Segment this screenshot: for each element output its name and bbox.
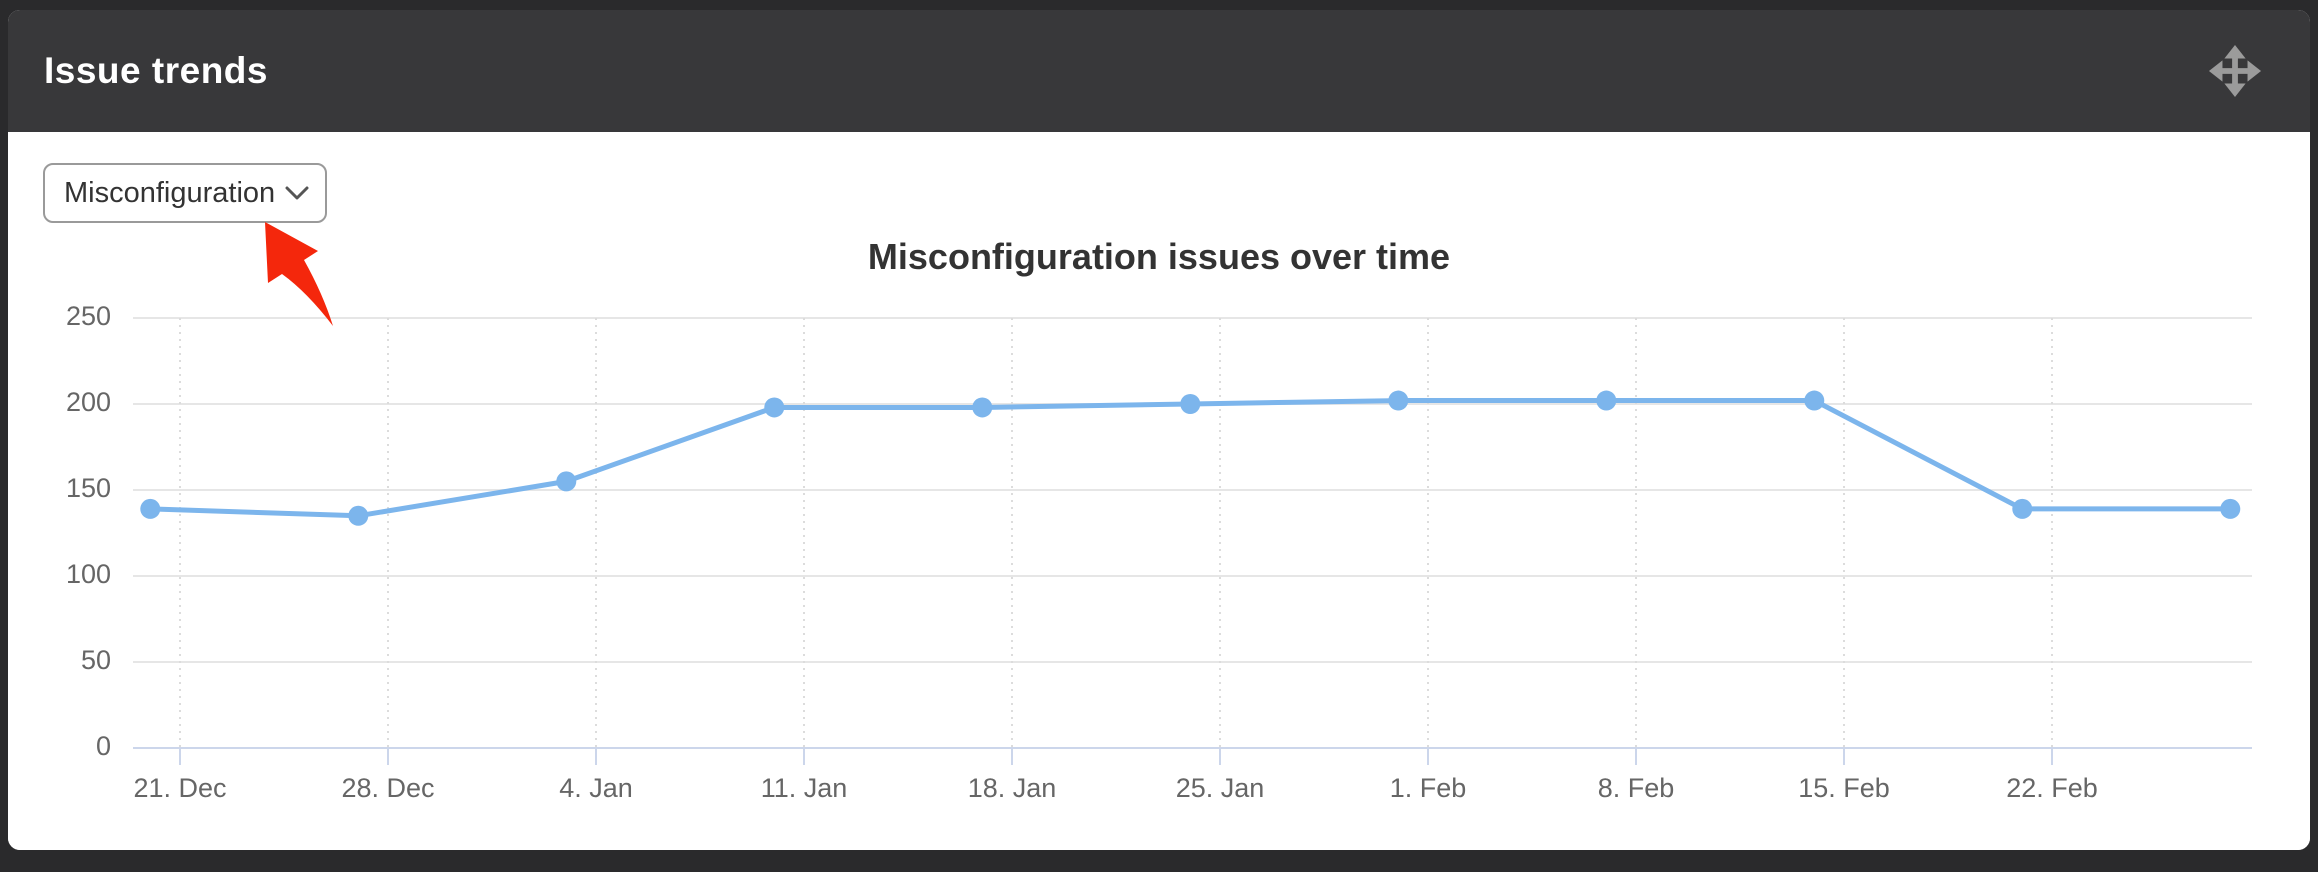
x-axis-label: 25. Jan <box>1176 773 1265 803</box>
x-axis-label: 1. Feb <box>1390 773 1467 803</box>
widget-title: Issue trends <box>44 50 268 91</box>
x-axis-label: 8. Feb <box>1598 773 1675 803</box>
y-axis-label: 100 <box>66 559 111 589</box>
data-point[interactable] <box>348 505 369 526</box>
x-axis-label: 21. Dec <box>133 773 226 803</box>
data-point[interactable] <box>1596 390 1617 411</box>
data-point[interactable] <box>1388 390 1409 411</box>
data-point[interactable] <box>140 498 161 519</box>
data-point[interactable] <box>972 397 993 418</box>
x-axis-label: 15. Feb <box>1798 773 1890 803</box>
data-point[interactable] <box>556 471 577 492</box>
y-axis-label: 0 <box>96 731 111 761</box>
y-axis-label: 150 <box>66 473 111 503</box>
x-axis-label: 18. Jan <box>968 773 1057 803</box>
chevron-down-icon <box>285 186 309 199</box>
x-axis-label: 22. Feb <box>2006 773 2098 803</box>
issue-type-select-value: Misconfiguration <box>64 176 276 209</box>
x-axis-label: 4. Jan <box>559 773 633 803</box>
widget-header: Issue trends <box>8 10 2310 132</box>
y-axis-label: 200 <box>66 387 111 417</box>
move-icon[interactable] <box>2208 43 2262 99</box>
data-point[interactable] <box>2012 498 2033 519</box>
data-point[interactable] <box>764 397 785 418</box>
x-axis-label: 28. Dec <box>341 773 434 803</box>
y-axis-label: 50 <box>81 645 111 675</box>
y-axis-label: 250 <box>66 301 111 331</box>
chart-title: Misconfiguration issues over time <box>867 236 1451 277</box>
issue-trends-widget: Issue trends 0 50 100 150 200 250 21. Dec 28. D… <box>8 10 2310 850</box>
x-axis-label: 11. Jan <box>761 773 848 803</box>
data-point[interactable] <box>1804 390 1825 411</box>
series-line <box>147 398 2233 519</box>
line-chart-canvas: 0 50 100 150 200 250 21. Dec 28. Dec 4. Jan 11. J… <box>66 301 2252 803</box>
data-point[interactable] <box>1180 394 1201 414</box>
chart-panel: 0 50 100 150 200 250 21. Dec 28. Dec 4. Jan 11. J… <box>8 132 2310 850</box>
issue-type-select[interactable]: Misconfiguration <box>43 163 327 223</box>
data-point[interactable] <box>2220 498 2241 519</box>
